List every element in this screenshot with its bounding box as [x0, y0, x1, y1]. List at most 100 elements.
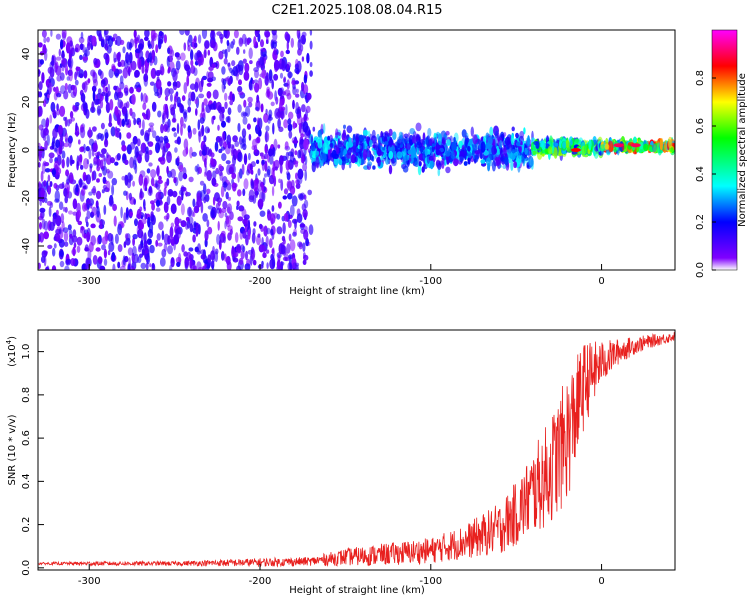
spectrogram-cell [588, 139, 592, 151]
spectrogram-cell [248, 152, 251, 161]
spectrogram-cell [76, 245, 81, 253]
spectrogram-cell [180, 203, 185, 216]
spectrogram-cell [40, 255, 46, 264]
spectrogram-cell [232, 182, 236, 187]
spectrogram-cell [217, 105, 222, 114]
spectrogram-cell [227, 62, 231, 67]
spectrogram-cell [133, 253, 139, 264]
spectrogram-cell [221, 153, 227, 162]
spectrogram-cell [133, 118, 137, 126]
spectrogram-cell [221, 131, 226, 142]
spectrogram-cell [523, 127, 526, 135]
spectrogram-cell [302, 121, 309, 133]
spectrogram-cell [519, 145, 522, 153]
spectrogram-cell [138, 58, 142, 70]
spectrogram-cell [81, 187, 86, 196]
spectrogram-cell [237, 172, 240, 183]
spectrogram-cell [253, 117, 257, 123]
spectrogram-cell [124, 174, 129, 186]
spectrogram-cell [220, 36, 223, 44]
spectrogram-cell [174, 147, 178, 153]
spectrogram-cell [176, 228, 181, 240]
spectrogram-cell [64, 195, 68, 204]
spectrogram-cell [126, 110, 129, 120]
spectrogram-cell [161, 230, 165, 241]
spectrogram-cell [134, 218, 138, 227]
spectrogram-cell [96, 178, 100, 183]
spectrogram-cell [192, 127, 197, 135]
spectrogram-cell [191, 151, 197, 157]
spectrogram-cell [99, 265, 106, 270]
spectrogram-cell [287, 192, 293, 200]
spectrogram-cell [667, 136, 673, 149]
spectrogram-cell [139, 253, 143, 258]
spectrogram-cell [233, 30, 239, 39]
spectrogram-cell [412, 135, 417, 144]
spectrogram-cell [206, 71, 210, 80]
spectrogram-cell [79, 146, 85, 153]
spectrogram-cell [544, 148, 549, 154]
spectrogram-cell [273, 47, 278, 56]
spectrogram-cell [170, 168, 177, 179]
spectrogram-cell [472, 134, 478, 145]
spectrogram-cell [110, 126, 116, 137]
spectrogram-cell [189, 83, 196, 90]
spectrogram-cell [143, 73, 149, 83]
spectrogram-cell [78, 139, 81, 145]
spectrogram-cell [210, 209, 215, 219]
spectrogram-cell [109, 157, 115, 164]
spectrogram-cell [216, 197, 223, 203]
spectrogram-cell [122, 46, 126, 54]
spectrogram-cell [271, 248, 275, 255]
spectrogram-cell [55, 209, 59, 216]
spectrogram-cell [131, 93, 136, 105]
spectrogram-cell [485, 157, 491, 166]
spectrogram-cell [202, 213, 208, 222]
spectrogram-cell [134, 69, 140, 78]
spectrogram-cell [258, 129, 262, 137]
spectrogram-cell [61, 150, 66, 159]
snr-x-tick-label: -200 [249, 576, 272, 587]
spectrogram-cell [389, 136, 393, 148]
spectrogram-cell [297, 241, 303, 248]
spectrogram-cell [100, 122, 105, 130]
spectrogram-cell [553, 147, 558, 159]
spectrogram-cell [295, 101, 299, 112]
spectrogram-cell [64, 241, 69, 247]
spectrogram-cell [243, 71, 250, 81]
spectrogram-cell [71, 235, 78, 243]
spectrogram-cell [47, 66, 53, 74]
spectrogram-cell [152, 130, 157, 139]
colorbar-tick-label: 0.8 [695, 70, 706, 86]
spectrogram-cell [203, 135, 207, 143]
spectrogram-cell [99, 99, 104, 109]
spectrogram-cell [173, 132, 178, 138]
spectrogram-cell [158, 221, 164, 231]
spectrogram-cell [83, 70, 88, 79]
spectrogram-cell [148, 221, 154, 234]
spectrogram-cell [415, 122, 422, 132]
spectrogram-cell [39, 198, 42, 207]
spectrogram-cell [194, 81, 199, 93]
spectrogram-cell [261, 159, 266, 165]
spectrogram-cell [453, 158, 459, 167]
spectrogram-cell [384, 141, 389, 146]
spectrogram-cell [73, 242, 77, 248]
spectrogram-cell [212, 89, 219, 100]
spectrogram-cell [303, 252, 306, 259]
spectrogram-cell [249, 60, 253, 65]
spectrogram-cell [135, 87, 141, 93]
spectrogram-cell [301, 31, 307, 38]
spectrogram-cell [301, 104, 306, 113]
spectrogram-cell [241, 138, 245, 144]
spectrogram-cell [169, 93, 173, 102]
spectrogram-cell [91, 171, 95, 182]
spectrogram-cell [262, 177, 266, 186]
spectrogram-cell [170, 238, 175, 247]
spectrogram-cell [376, 133, 380, 141]
spectrogram-cell [461, 129, 467, 138]
spectrogram-cell [372, 165, 376, 170]
spectrogram-y-tick-label: 0 [21, 147, 32, 153]
spectrogram-cell [453, 137, 456, 143]
spectrogram-cell [231, 93, 235, 102]
